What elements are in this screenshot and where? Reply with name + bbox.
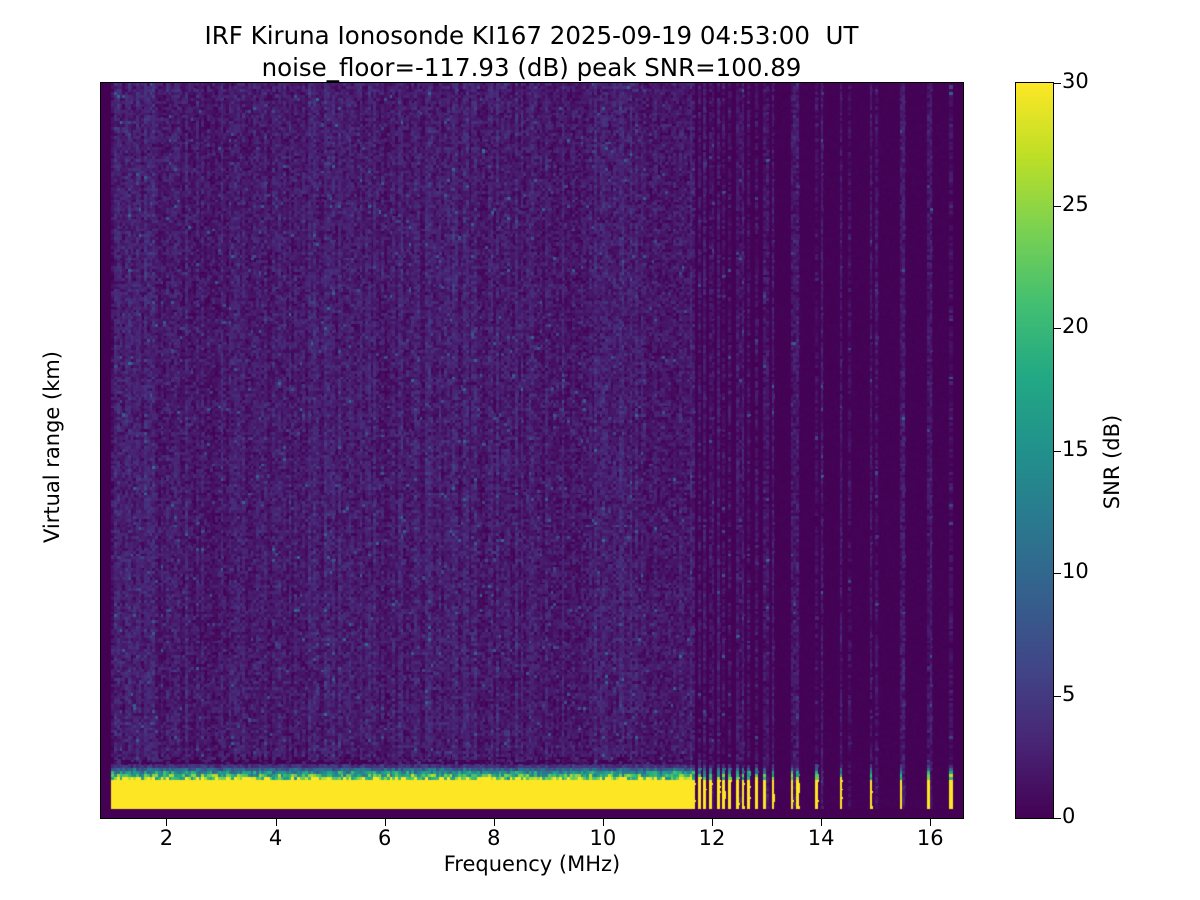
figure-title: IRF Kiruna Ionosonde KI167 2025-09-19 04…: [0, 20, 1063, 84]
colorbar-tick-mark-30: [1054, 83, 1061, 84]
x-axis-label: Frequency (MHz): [443, 852, 621, 876]
x-tick-mark-16: [930, 819, 932, 826]
colorbar-tick-mark-25: [1054, 205, 1061, 207]
ionogram-heatmap-canvas[interactable]: [101, 83, 963, 818]
y-axis-label: Virtual range (km): [40, 350, 64, 544]
colorbar-tick-label-25: 25: [1062, 191, 1089, 216]
x-tick-label-8: 8: [487, 826, 501, 850]
colorbar-tick-mark-5: [1054, 695, 1061, 697]
x-tick-label-4: 4: [268, 826, 283, 850]
colorbar-tick-mark-0: [1054, 818, 1061, 819]
colorbar-tick-label-10: 10: [1062, 559, 1089, 583]
x-tick-label-12: 12: [698, 826, 726, 850]
x-tick-mark-8: [493, 819, 495, 826]
x-tick-mark-12: [712, 819, 714, 826]
x-tick-label-16: 16: [916, 826, 944, 850]
colorbar-tick-mark-10: [1054, 573, 1061, 574]
colorbar-tick-label-20: 20: [1062, 314, 1089, 338]
colorbar-gradient: [1016, 83, 1053, 818]
title-line-noise: noise_floor=-117.93 (dB) peak SNR=100.89: [261, 52, 802, 82]
colorbar[interactable]: [1015, 82, 1054, 819]
colorbar-tick-label-30: 30: [1062, 69, 1089, 93]
colorbar-tick-mark-15: [1054, 450, 1061, 452]
colorbar-tick-label-15: 15: [1062, 436, 1089, 461]
colorbar-tick-label-0: 0: [1062, 804, 1076, 828]
x-tick-label-6: 6: [378, 826, 392, 850]
title-line-station: IRF Kiruna Ionosonde KI167 2025-09-19 04…: [204, 21, 859, 50]
colorbar-tick-mark-20: [1054, 328, 1061, 329]
ionogram-plot-area[interactable]: [100, 82, 964, 819]
x-tick-mark-10: [602, 819, 604, 826]
colorbar-tick-label-5: 5: [1062, 681, 1076, 706]
x-tick-mark-14: [821, 819, 823, 826]
x-tick-label-2: 2: [159, 826, 174, 850]
colorbar-label: SNR (dB): [1100, 414, 1124, 510]
x-tick-label-14: 14: [807, 826, 835, 850]
x-tick-label-10: 10: [589, 826, 617, 850]
x-tick-mark-4: [275, 819, 277, 826]
x-tick-mark-6: [384, 819, 386, 826]
x-tick-mark-2: [166, 819, 168, 826]
